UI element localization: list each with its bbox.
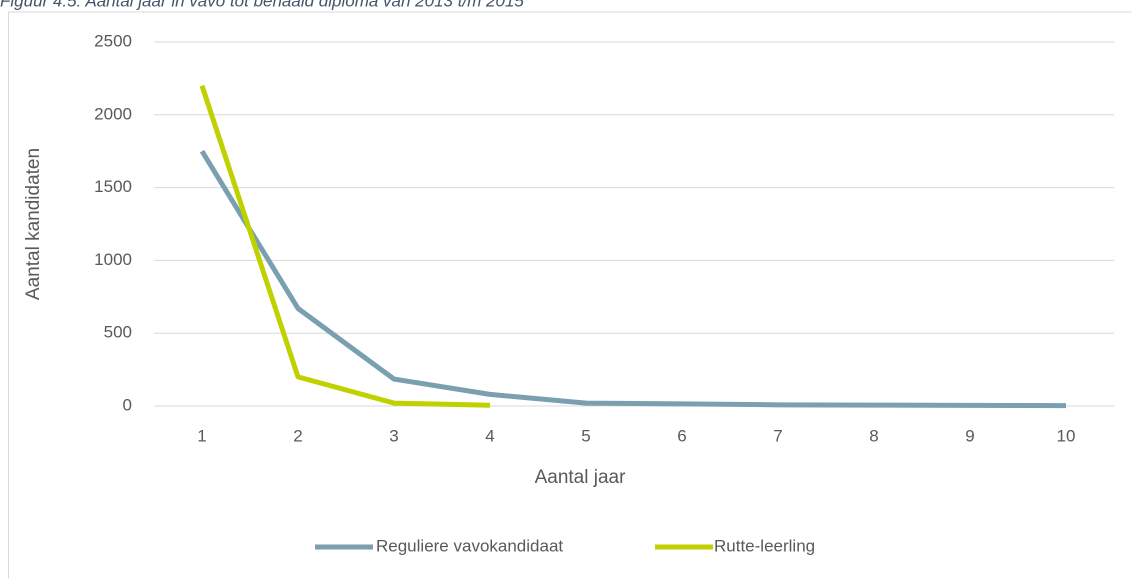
y-tick-label: 1000: [94, 250, 132, 269]
x-tick-label: 9: [965, 426, 974, 445]
x-tick-label: 8: [869, 426, 878, 445]
x-tick-label: 3: [389, 426, 398, 445]
x-tick-label: 7: [773, 426, 782, 445]
x-tick-label: 6: [677, 426, 686, 445]
legend-label: Rutte-leerling: [714, 536, 815, 555]
y-tick-label: 2500: [94, 31, 132, 50]
series-line: [199, 149, 1067, 409]
x-tick-label: 1: [197, 426, 206, 445]
x-tick-label: 4: [485, 426, 494, 445]
y-tick-label: 1500: [94, 177, 132, 196]
x-tick-label: 10: [1057, 426, 1076, 445]
legend-label: Reguliere vavokandidaat: [376, 536, 563, 555]
y-axis-label: Aantal kandidaten: [23, 148, 44, 300]
chart-frame: [8, 11, 1132, 578]
y-tick-label: 2000: [94, 104, 132, 123]
series-line: [199, 84, 491, 408]
chart-title: Figuur 4.5: Aantal jaar in vavo tot beha…: [0, 0, 524, 10]
x-tick-label: 2: [293, 426, 302, 445]
x-tick-label: 5: [581, 426, 590, 445]
y-tick-label: 500: [104, 323, 132, 342]
x-axis-label: Aantal jaar: [535, 467, 627, 488]
y-tick-label: 0: [123, 395, 132, 414]
